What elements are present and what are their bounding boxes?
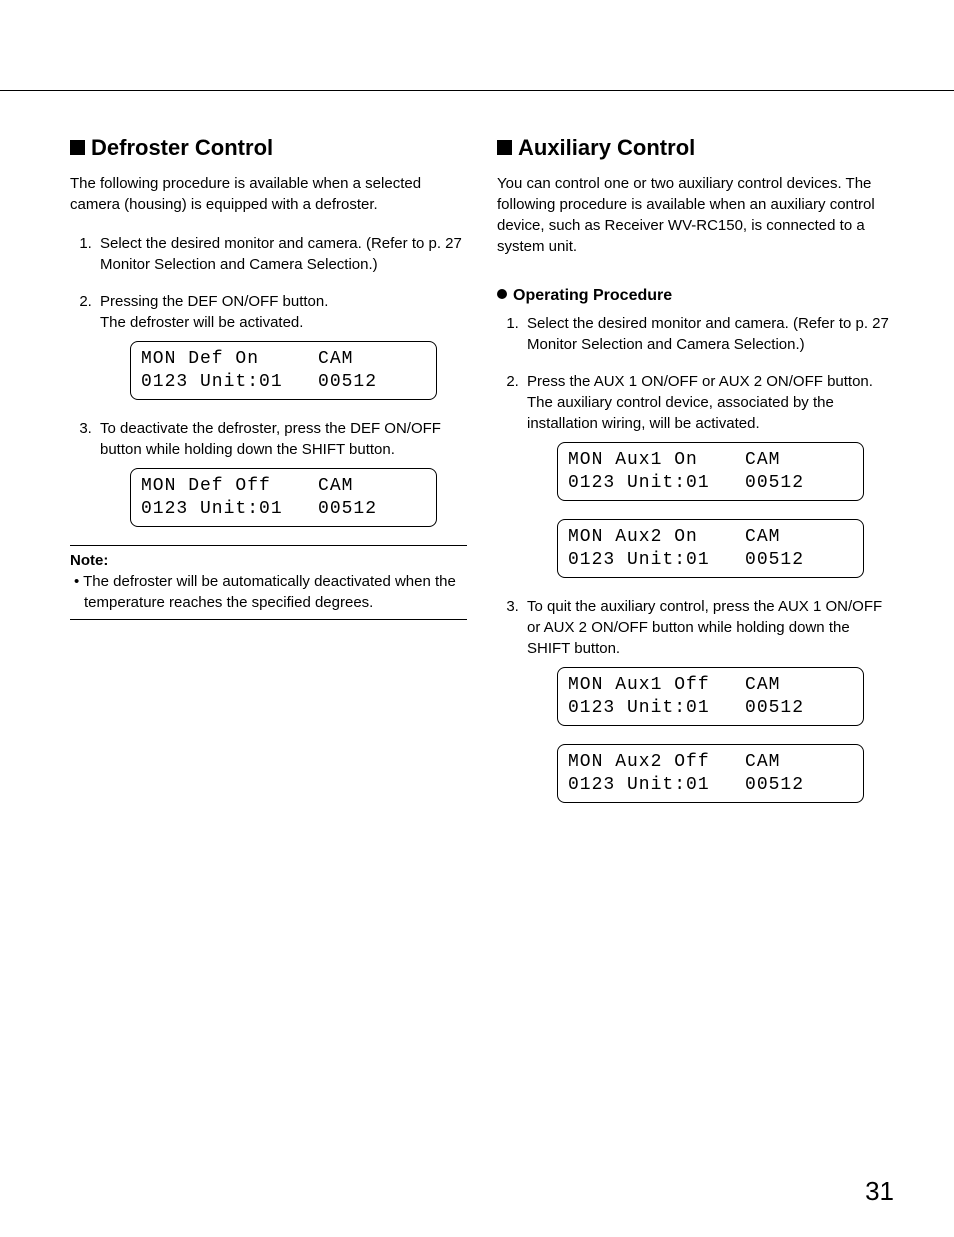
lcd-line2: 0123 Unit:01 00512: [568, 473, 804, 493]
step-1: Select the desired monitor and camera. (…: [523, 313, 894, 355]
auxiliary-heading: Auxiliary Control: [497, 135, 894, 161]
lcd-line1: MON Aux2 On CAM: [568, 527, 780, 547]
note-bottom-rule: [70, 619, 467, 620]
lcd-display-def-on: MON Def On CAM 0123 Unit:01 00512: [130, 341, 437, 400]
lcd-line2: 0123 Unit:01 00512: [568, 550, 804, 570]
lcd-line2: 0123 Unit:01 00512: [141, 372, 377, 392]
defroster-heading: Defroster Control: [70, 135, 467, 161]
heading-text: Defroster Control: [91, 135, 273, 160]
lcd-display-aux1-off: MON Aux1 Off CAM 0123 Unit:01 00512: [557, 667, 864, 726]
lcd-display-def-off: MON Def Off CAM 0123 Unit:01 00512: [130, 468, 437, 527]
auxiliary-steps: Select the desired monitor and camera. (…: [497, 313, 894, 803]
step-3-text: To deactivate the defroster, press the D…: [100, 420, 441, 458]
page-number: 31: [865, 1176, 894, 1207]
lcd-line1: MON Aux1 Off CAM: [568, 675, 780, 695]
step-2-text: Press the AUX 1 ON/OFF or AUX 2 ON/OFF b…: [527, 373, 873, 432]
step-2-text: Pressing the DEF ON/OFF button. The defr…: [100, 293, 328, 331]
lcd-line1: MON Aux2 Off CAM: [568, 752, 780, 772]
note-top-rule: [70, 545, 467, 546]
note-label: Note:: [70, 552, 467, 569]
auxiliary-intro: You can control one or two auxiliary con…: [497, 173, 894, 257]
lcd-line1: MON Aux1 On CAM: [568, 450, 780, 470]
square-bullet-icon: [70, 140, 85, 155]
heading-text: Auxiliary Control: [518, 135, 695, 160]
lcd-line2: 0123 Unit:01 00512: [141, 499, 377, 519]
step-2: Pressing the DEF ON/OFF button. The defr…: [96, 291, 467, 400]
note-body: • The defroster will be automatically de…: [70, 571, 467, 613]
defroster-steps: Select the desired monitor and camera. (…: [70, 233, 467, 527]
step-3: To quit the auxiliary control, press the…: [523, 596, 894, 803]
square-bullet-icon: [497, 140, 512, 155]
step-1: Select the desired monitor and camera. (…: [96, 233, 467, 275]
circle-bullet-icon: [497, 289, 507, 299]
right-column: Auxiliary Control You can control one or…: [497, 135, 894, 821]
lcd-line1: MON Def Off CAM: [141, 476, 353, 496]
lcd-line2: 0123 Unit:01 00512: [568, 698, 804, 718]
subheading-text: Operating Procedure: [513, 287, 672, 304]
manual-page: Defroster Control The following procedur…: [0, 0, 954, 1237]
lcd-line1: MON Def On CAM: [141, 349, 353, 369]
lcd-display-aux2-on: MON Aux2 On CAM 0123 Unit:01 00512: [557, 519, 864, 578]
lcd-display-aux1-on: MON Aux1 On CAM 0123 Unit:01 00512: [557, 442, 864, 501]
step-3: To deactivate the defroster, press the D…: [96, 418, 467, 527]
left-column: Defroster Control The following procedur…: [70, 135, 467, 821]
lcd-line2: 0123 Unit:01 00512: [568, 775, 804, 795]
note-block: Note: • The defroster will be automatica…: [70, 545, 467, 620]
lcd-display-aux2-off: MON Aux2 Off CAM 0123 Unit:01 00512: [557, 744, 864, 803]
two-column-layout: Defroster Control The following procedur…: [70, 90, 894, 821]
operating-procedure-heading: Operating Procedure: [497, 287, 894, 305]
step-3-text: To quit the auxiliary control, press the…: [527, 598, 882, 657]
step-2: Press the AUX 1 ON/OFF or AUX 2 ON/OFF b…: [523, 371, 894, 578]
defroster-intro: The following procedure is available whe…: [70, 173, 467, 215]
top-rule: [0, 90, 954, 91]
